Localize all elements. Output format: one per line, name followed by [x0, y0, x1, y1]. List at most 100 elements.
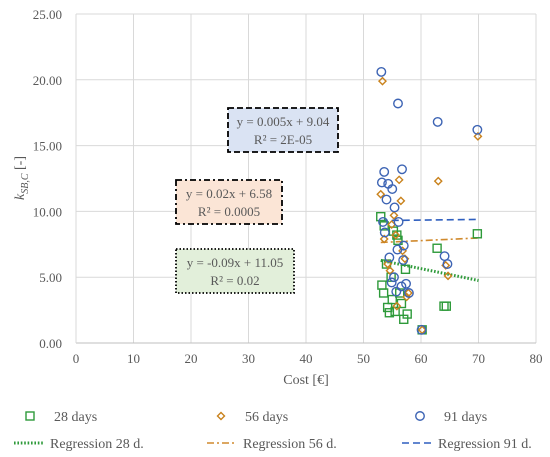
data-point-56d [383, 259, 393, 269]
data-point-56d [394, 175, 404, 185]
data-point-91d [379, 227, 390, 238]
annotations: y = 0.005x + 9.04 R² = 2E-05 y = 0.02x + 6… [175, 107, 339, 294]
data-point-28d [472, 229, 483, 239]
legend-item-series: 91 days [415, 410, 487, 425]
data-point-91d [378, 216, 388, 227]
equation-box-eq-56: y = 0.02x + 6.58 R² = 0.0005 [175, 179, 283, 225]
x-tick-label: 50 [357, 351, 370, 366]
data-point-56d [433, 176, 443, 186]
legend-item-series: 56 days [216, 410, 288, 425]
data-point-28d [439, 301, 449, 311]
data-point-56d [377, 76, 387, 86]
data-point-56d [473, 131, 483, 141]
y-tick-label: 25.00 [33, 7, 62, 22]
data-point-91d [379, 166, 390, 177]
data-point-28d [402, 309, 412, 319]
data-point-56d [379, 234, 389, 244]
data-point-56d [376, 189, 386, 199]
data-point-56d [385, 266, 395, 276]
equation-text: y = 0.005x + 9.04 [237, 114, 330, 129]
equation-box-frame [175, 248, 295, 294]
y-tick-label: 20.00 [33, 73, 62, 88]
data-point-28d [432, 243, 442, 253]
y-tick-label: 10.00 [33, 204, 62, 219]
data-point-91d [384, 252, 395, 263]
data-point-28d [400, 264, 411, 275]
equation-box-frame [175, 179, 283, 225]
data-point-91d [397, 164, 407, 175]
axes [75, 14, 536, 344]
data-point-28d [25, 411, 35, 421]
r-squared-text: R² = 0.0005 [198, 204, 260, 219]
data-point-56d [216, 411, 226, 421]
y-axis-label-unit: [-] [13, 156, 28, 174]
data-point-56d [443, 271, 453, 281]
x-tick-label: 60 [415, 351, 428, 366]
regression-line [380, 258, 479, 282]
data-point-56d [389, 210, 399, 220]
equation-text: y = -0.09x + 11.05 [187, 255, 284, 270]
y-tick-label: 0.00 [39, 336, 62, 351]
data-point-28d [377, 280, 387, 290]
regression-line [380, 237, 479, 244]
data-point-91d [393, 98, 403, 109]
data-point-91d [403, 288, 414, 298]
data-point-56d [391, 230, 401, 240]
regression-lines [380, 218, 479, 282]
data-point-91d [416, 324, 427, 335]
x-tick-label: 70 [472, 351, 485, 366]
data-point-56d [396, 196, 406, 206]
data-point-28d [378, 288, 389, 298]
y-axis-label-main: k [13, 193, 28, 200]
y-tick-label: 15.00 [33, 139, 62, 154]
data-point-91d [398, 255, 409, 266]
legend-item-regression: Regression 91 d. [402, 437, 532, 452]
legend-label: Regression 56 d. [243, 437, 337, 452]
legend-label: 56 days [245, 410, 288, 425]
x-tick-label: 0 [73, 351, 80, 366]
data-point-91d [387, 184, 398, 194]
data-point-28d [384, 308, 395, 318]
data-point-28d [376, 211, 386, 222]
data-point-28d [441, 301, 451, 311]
y-axis-label-sub: SB,C [20, 173, 31, 194]
x-tick-label: 30 [242, 351, 255, 366]
equation-box-eq-28: y = -0.09x + 11.05 R² = 0.02 [175, 248, 295, 294]
data-point-91d [432, 116, 443, 127]
data-point-91d [386, 277, 397, 288]
equation-box-frame [227, 107, 339, 153]
tick-labels: 0 10 20 30 40 50 60 70 80 0.00 5.00 10.00 15.00 20.00… [33, 7, 543, 366]
x-tick-label: 80 [530, 351, 543, 366]
legend-label: Regression 91 d. [438, 437, 532, 452]
data-point-91d [401, 278, 411, 289]
data-point-91d [415, 411, 425, 421]
legend-item-regression: Regression 28 d. [14, 437, 144, 452]
data-point-28d [387, 294, 397, 305]
grid [76, 13, 537, 343]
data-point-91d [376, 177, 387, 188]
x-axis-label: Cost [€] [283, 373, 329, 388]
legend-label: 28 days [54, 410, 97, 425]
data-point-91d [389, 272, 399, 283]
equation-box-eq-91: y = 0.005x + 9.04 R² = 2E-05 [227, 107, 339, 153]
regression-line [380, 218, 479, 222]
y-tick-label: 5.00 [39, 270, 62, 285]
legend-label: 91 days [444, 410, 487, 425]
y-axis-label: kSB,C [-] [13, 156, 31, 200]
legend-item-regression: Regression 56 d. [207, 437, 337, 452]
data-point-56d [417, 325, 427, 335]
data-points [376, 66, 483, 335]
data-point-56d [403, 288, 413, 298]
data-point-91d [393, 216, 404, 227]
data-point-91d [391, 286, 402, 297]
equation-text: y = 0.02x + 6.58 [186, 186, 272, 201]
r-squared-text: R² = 0.02 [210, 273, 259, 288]
data-point-91d [392, 244, 403, 255]
r-squared-text: R² = 2E-05 [254, 132, 312, 147]
data-point-91d [381, 194, 392, 205]
data-point-91d [472, 124, 483, 135]
legend-label: Regression 28 d. [50, 437, 144, 452]
x-tick-label: 20 [185, 351, 198, 366]
data-point-56d [392, 301, 402, 311]
